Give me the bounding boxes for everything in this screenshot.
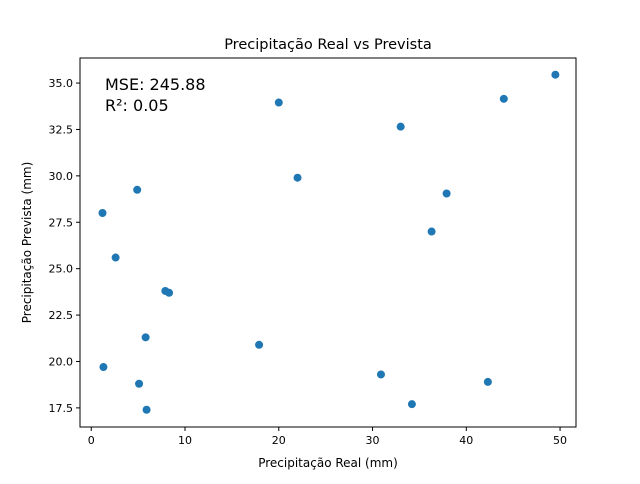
data-point <box>407 400 416 409</box>
data-point <box>499 94 508 103</box>
chart-title: Precipitação Real vs Prevista <box>224 37 432 53</box>
x-axis-label: Precipitação Real (mm) <box>258 456 398 470</box>
y-tick-label: 30.0 <box>49 170 74 183</box>
x-tick-label: 0 <box>88 434 95 447</box>
y-tick-label: 25.0 <box>49 263 74 276</box>
data-point <box>551 70 560 79</box>
y-axis-label: Precipitação Prevista (mm) <box>20 162 34 324</box>
data-point <box>255 340 264 349</box>
data-point <box>376 370 385 379</box>
y-tick-label: 22.5 <box>49 309 74 322</box>
data-point <box>111 253 120 262</box>
x-tick-label: 20 <box>272 434 286 447</box>
data-point <box>427 227 436 236</box>
data-point <box>165 288 174 297</box>
r2-annotation: R²: 0.05 <box>105 96 169 115</box>
x-tick-label: 40 <box>459 434 473 447</box>
data-point <box>141 333 150 342</box>
data-point <box>133 185 142 194</box>
data-point <box>135 379 144 388</box>
points-layer <box>98 70 560 414</box>
plot-frame <box>79 57 577 428</box>
x-tick-label: 30 <box>366 434 380 447</box>
y-tick-label: 20.0 <box>49 355 74 368</box>
data-point <box>442 189 451 198</box>
mse-annotation: MSE: 245.88 <box>105 75 206 94</box>
y-tick-label: 17.5 <box>49 402 74 415</box>
y-tick-label: 32.5 <box>49 123 74 136</box>
data-point <box>274 98 283 107</box>
y-tick-label: 27.5 <box>49 216 74 229</box>
y-tick-label: 35.0 <box>49 77 74 90</box>
data-point <box>99 363 108 372</box>
data-point <box>142 405 151 414</box>
data-point <box>396 122 405 131</box>
data-point <box>483 377 492 386</box>
x-tick-label: 50 <box>553 434 567 447</box>
x-ticks: 0 10 20 30 40 50 <box>88 427 567 447</box>
y-ticks: 17.5 20.0 22.5 25.0 27.5 30.0 32.5 35.0 <box>49 77 80 415</box>
x-tick-label: 10 <box>178 434 192 447</box>
data-point <box>293 173 302 182</box>
data-point <box>98 208 107 217</box>
